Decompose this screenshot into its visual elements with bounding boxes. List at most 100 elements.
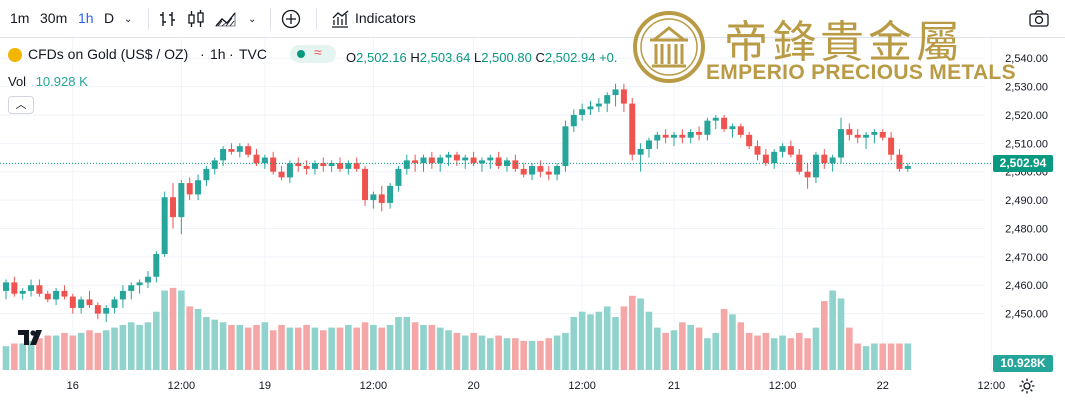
volume-bar bbox=[879, 343, 887, 370]
interval-1h[interactable]: 1h bbox=[78, 10, 94, 26]
y-tick-label: 2,460.00 bbox=[1005, 280, 1048, 292]
candle-body bbox=[195, 180, 202, 195]
candle-body bbox=[737, 126, 744, 135]
volume-bar bbox=[837, 298, 845, 370]
candle-body bbox=[311, 163, 318, 169]
grid-lines bbox=[0, 36, 992, 370]
candle-body bbox=[721, 117, 728, 130]
candle-body bbox=[637, 149, 644, 155]
candle-body bbox=[854, 134, 861, 138]
ohlc-values: O2,502.16 H2,503.64 L2,500.80 C2,502.94 … bbox=[346, 50, 618, 65]
volume-bar bbox=[44, 335, 52, 370]
volume-bar bbox=[587, 314, 594, 370]
time-axis[interactable]: 16 12:00 19 12:00 20 12:00 21 12:00 22 12:00 bbox=[67, 380, 1005, 392]
candle-body bbox=[228, 149, 235, 152]
candle-body bbox=[412, 160, 419, 164]
volume-bar bbox=[119, 324, 127, 370]
volume-bar bbox=[512, 338, 519, 370]
volume-bar bbox=[612, 317, 619, 370]
y-tick-label: 2,450.00 bbox=[1005, 309, 1048, 321]
close-label: C bbox=[535, 50, 545, 65]
candles-icon[interactable] bbox=[186, 9, 206, 29]
plus-circle-icon[interactable] bbox=[281, 9, 301, 29]
candle-body bbox=[470, 157, 477, 164]
volume-bar bbox=[61, 332, 68, 370]
collapse-legend-button[interactable]: ︿ bbox=[8, 96, 34, 114]
candle-body bbox=[537, 166, 544, 172]
bar-style-icon[interactable] bbox=[158, 9, 178, 29]
volume-bar bbox=[428, 324, 436, 370]
volume-bar bbox=[69, 335, 77, 370]
interval-d[interactable]: D bbox=[104, 10, 115, 26]
interval-30m[interactable]: 30m bbox=[40, 10, 68, 26]
candle-body bbox=[787, 146, 794, 155]
area-chart-icon[interactable] bbox=[214, 9, 238, 29]
last-price-tag: 2,502.94 bbox=[993, 155, 1053, 173]
candle-body bbox=[78, 299, 85, 308]
candle-body bbox=[420, 157, 427, 164]
volume-bar bbox=[445, 330, 452, 370]
volume-bar bbox=[386, 324, 394, 370]
x-tick-label: 19 bbox=[259, 380, 271, 392]
x-tick-label: 12:00 bbox=[168, 380, 196, 392]
candle-body bbox=[904, 166, 911, 169]
candle-body bbox=[161, 197, 168, 255]
candle-body bbox=[838, 129, 844, 158]
candle-body bbox=[128, 285, 135, 291]
candle-body bbox=[554, 166, 561, 175]
volume-bar bbox=[770, 338, 778, 370]
candle-body bbox=[679, 134, 686, 138]
volume-bar bbox=[495, 335, 502, 370]
volume-bar bbox=[161, 290, 168, 370]
candle-body bbox=[671, 134, 677, 138]
candle-body bbox=[796, 154, 803, 172]
candle-body bbox=[337, 163, 343, 169]
candle-body bbox=[94, 305, 101, 314]
gear-icon[interactable] bbox=[1018, 377, 1036, 395]
candle-body bbox=[186, 183, 193, 195]
volume-bar bbox=[461, 335, 469, 370]
toolbar-divider bbox=[270, 8, 271, 30]
tradingview-logo-icon[interactable] bbox=[18, 330, 44, 346]
volume-bar bbox=[704, 338, 711, 370]
indicators-icon[interactable] bbox=[330, 9, 350, 29]
volume-bar bbox=[320, 330, 327, 370]
chevron-down-icon[interactable]: ⌄ bbox=[248, 14, 257, 25]
market-status-pill[interactable]: ≈ bbox=[290, 44, 336, 63]
volume-bar bbox=[328, 327, 335, 370]
y-tick-label: 2,520.00 bbox=[1005, 110, 1048, 122]
y-tick-label: 2,510.00 bbox=[1005, 138, 1048, 150]
volume-bar bbox=[896, 343, 903, 370]
volume-bar bbox=[520, 340, 527, 370]
legend-source: TVC bbox=[239, 46, 267, 62]
candle-body bbox=[261, 157, 268, 164]
volume-bar bbox=[904, 343, 912, 370]
symbol-name[interactable]: CFDs on Gold (US$ / OZ) bbox=[28, 46, 189, 62]
low-value: 2,500.80 bbox=[481, 50, 532, 65]
volume-bar bbox=[654, 327, 661, 370]
candle-body bbox=[453, 154, 460, 161]
chevron-down-icon[interactable]: ⌄ bbox=[124, 14, 133, 25]
volume-bar bbox=[77, 332, 85, 370]
volume-bar bbox=[737, 322, 745, 370]
open-value: 2,502.16 bbox=[356, 50, 407, 65]
volume-bar bbox=[545, 338, 553, 370]
candle-body bbox=[846, 129, 853, 135]
volume-bar bbox=[862, 346, 870, 370]
volume-bar bbox=[729, 314, 736, 370]
candle-body bbox=[253, 154, 260, 164]
candle-body bbox=[36, 285, 43, 294]
volume-bar bbox=[303, 324, 310, 370]
volume-bar bbox=[478, 335, 486, 370]
interval-1m[interactable]: 1m bbox=[10, 10, 30, 26]
candle-body bbox=[3, 282, 9, 291]
price-axis[interactable]: 2,540.002,530.002,520.002,510.002,500.00… bbox=[1005, 53, 1048, 320]
volume-bar bbox=[670, 330, 678, 370]
camera-icon[interactable] bbox=[1028, 9, 1050, 29]
volume-bar bbox=[236, 324, 244, 370]
indicators-button[interactable]: Indicators bbox=[355, 10, 416, 26]
volume-label: Vol bbox=[8, 74, 27, 89]
volume-bar bbox=[336, 327, 344, 370]
candle-body bbox=[270, 157, 277, 172]
